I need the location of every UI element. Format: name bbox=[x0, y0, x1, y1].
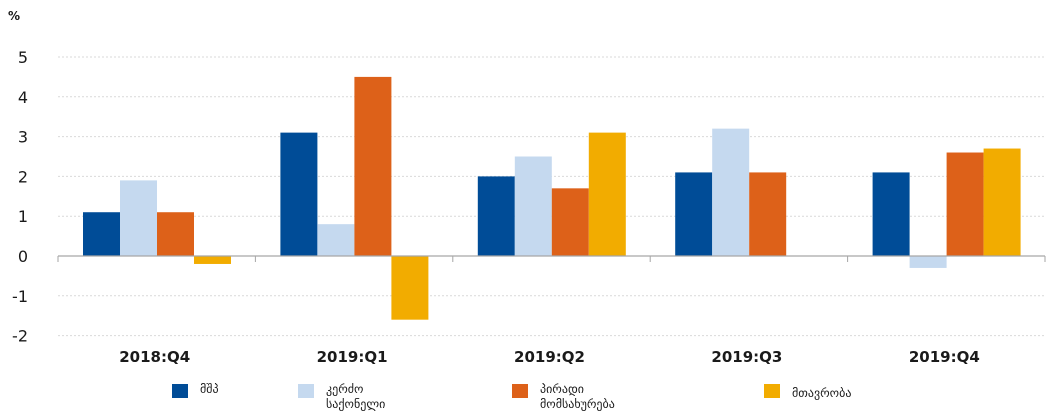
bar bbox=[83, 212, 120, 256]
legend-label: მშპ bbox=[200, 382, 219, 396]
y-tick-label: 5 bbox=[18, 48, 28, 67]
legend-swatch bbox=[764, 384, 780, 398]
bar bbox=[194, 256, 231, 264]
bar bbox=[354, 76, 392, 257]
bar bbox=[909, 256, 947, 268]
legend-swatch bbox=[298, 384, 314, 398]
y-axis: 5 4 3 2 1 0 -1 -2 bbox=[12, 48, 28, 346]
bar bbox=[551, 188, 589, 256]
bar bbox=[391, 256, 429, 320]
bar bbox=[588, 132, 626, 256]
legend-label: მთავრობა bbox=[792, 386, 852, 400]
bar bbox=[514, 156, 552, 256]
x-tick-label: 2019:Q3 bbox=[711, 348, 782, 366]
bar bbox=[872, 172, 910, 256]
bar bbox=[120, 180, 157, 256]
bar bbox=[946, 152, 984, 256]
bar bbox=[712, 128, 750, 256]
bar bbox=[983, 148, 1021, 256]
legend-swatch bbox=[172, 384, 188, 398]
bar bbox=[157, 212, 194, 256]
x-tick-label: 2018:Q4 bbox=[119, 348, 190, 366]
y-tick-label: -1 bbox=[12, 287, 28, 306]
y-axis-label: % bbox=[8, 9, 20, 23]
y-tick-label: 4 bbox=[18, 88, 28, 107]
bar bbox=[280, 132, 318, 256]
x-tick-label: 2019:Q4 bbox=[909, 348, 980, 366]
bar bbox=[675, 172, 713, 256]
x-tick-label: 2019:Q2 bbox=[514, 348, 585, 366]
legend: მშპ კერძო საქონელი პირადი მომსახურება მთავრ… bbox=[0, 380, 1055, 418]
bar bbox=[477, 176, 515, 256]
y-tick-label: 1 bbox=[18, 207, 28, 226]
legend-label: პირადი მომსახურება bbox=[540, 382, 615, 411]
bar bbox=[749, 172, 787, 256]
x-tick-label: 2019:Q1 bbox=[317, 348, 388, 366]
bar bbox=[317, 224, 355, 256]
y-tick-label: 3 bbox=[18, 128, 28, 147]
y-tick-label: -2 bbox=[12, 327, 28, 346]
y-tick-label: 2 bbox=[18, 167, 28, 186]
legend-label: კერძო საქონელი bbox=[326, 382, 386, 411]
bars bbox=[83, 76, 1021, 320]
legend-swatch bbox=[512, 384, 528, 398]
x-axis: 2018:Q4 2019:Q1 2019:Q2 2019:Q3 2019:Q4 bbox=[57, 255, 1046, 366]
y-tick-label: 0 bbox=[18, 247, 28, 266]
